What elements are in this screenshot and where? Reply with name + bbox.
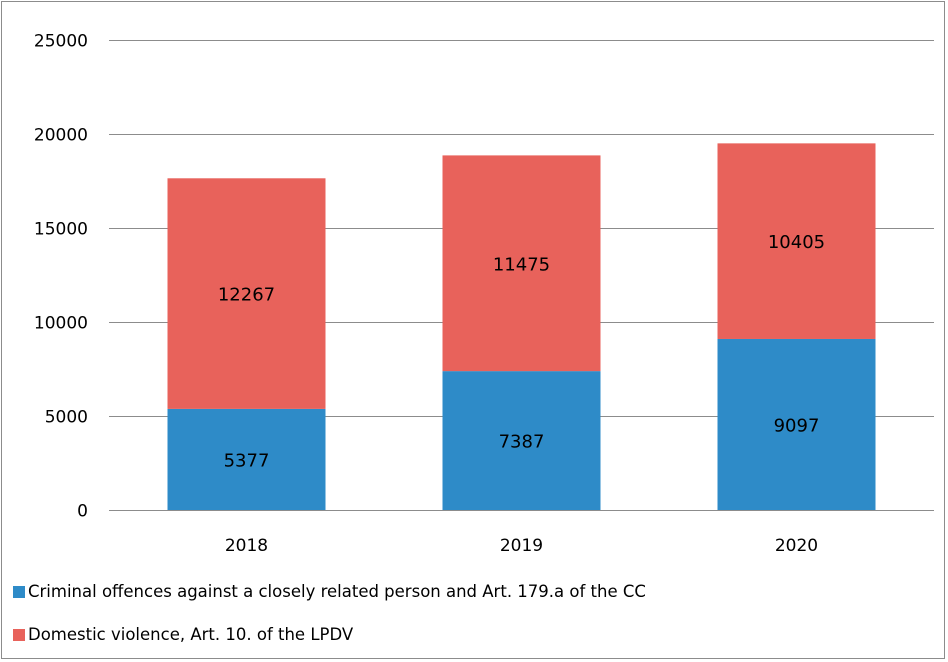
- data-label: 9097: [774, 415, 820, 436]
- data-label: 11475: [493, 254, 550, 275]
- data-label: 7387: [499, 432, 545, 453]
- bar-segment: [717, 338, 876, 510]
- y-tick-label: 0: [77, 502, 88, 522]
- bar-segment: [717, 143, 876, 339]
- legend-label: Domestic violence, Art. 10. of the LPDV: [28, 625, 354, 644]
- x-tick-label: 2019: [500, 536, 543, 556]
- bar-segment: [442, 371, 601, 510]
- y-tick-label: 25000: [34, 32, 88, 52]
- y-axis: 0 5000 10000 15000 20000 25000: [34, 32, 88, 522]
- legend-swatch: [13, 586, 25, 598]
- bar-segment: [442, 155, 601, 372]
- legend-swatch: [13, 629, 25, 641]
- x-tick-label: 2020: [775, 536, 818, 556]
- x-axis: 2018 2019 2020: [225, 536, 818, 556]
- bars: [167, 143, 876, 510]
- data-label: 12267: [218, 285, 275, 306]
- bar-segment: [167, 178, 326, 409]
- bar-segment: [167, 408, 326, 510]
- y-tick-label: 15000: [34, 220, 88, 240]
- x-tick-label: 2018: [225, 536, 268, 556]
- legend: Criminal offences against a closely rela…: [13, 582, 646, 644]
- y-tick-label: 5000: [45, 408, 88, 428]
- data-label: 5377: [224, 450, 270, 471]
- y-tick-label: 10000: [34, 314, 88, 334]
- data-labels: 5377 12267 7387 11475 9097 10405: [218, 232, 825, 471]
- y-tick-label: 20000: [34, 126, 88, 146]
- data-label: 10405: [768, 232, 825, 253]
- legend-label: Criminal offences against a closely rela…: [28, 582, 646, 601]
